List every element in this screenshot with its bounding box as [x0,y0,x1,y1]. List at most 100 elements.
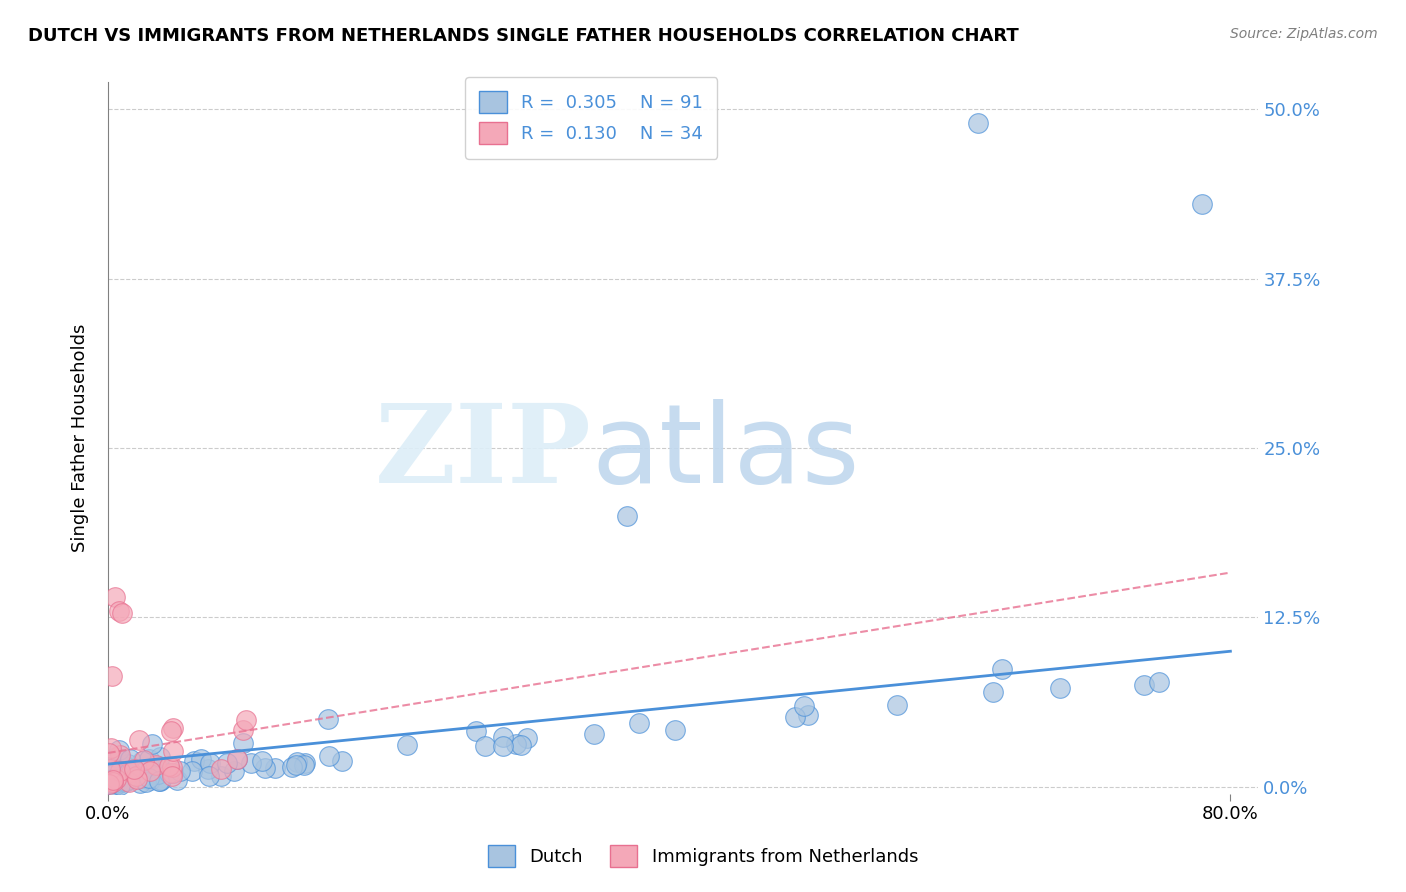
Point [162,765,184,780]
Point [107,771,129,785]
Point [209,762,232,776]
Point [510,739,533,753]
Point [117,760,139,774]
Point [122,766,145,780]
Point [100,741,122,756]
Point [141,737,163,751]
Point [103,779,125,793]
Point [492,731,515,745]
Point [628,716,651,731]
Point [104,776,127,790]
Point [108,775,131,789]
Point [209,768,232,782]
Point [117,763,139,777]
Point [292,757,315,772]
Point [990,662,1012,676]
Point [198,770,221,784]
Point [316,712,339,726]
Point [264,761,287,775]
Point [103,772,125,786]
Point [505,737,527,751]
Point [285,758,308,772]
Point [150,772,173,787]
Text: DUTCH VS IMMIGRANTS FROM NETHERLANDS SINGLE FATHER HOUSEHOLDS CORRELATION CHART: DUTCH VS IMMIGRANTS FROM NETHERLANDS SIN… [28,27,1019,45]
Point [240,756,263,770]
Point [294,756,316,771]
Point [108,764,131,779]
Point [474,739,496,753]
Point [250,754,273,768]
Point [492,739,515,753]
Point [160,769,183,783]
Point [162,721,184,735]
Point [981,685,1004,699]
Point [157,766,180,780]
Point [100,762,122,776]
Point [100,773,122,788]
Point [1133,678,1156,692]
Point [785,710,807,724]
Point [225,752,247,766]
Point [101,772,124,787]
Point [128,776,150,790]
Point [232,723,254,737]
Point [120,764,142,779]
Point [100,776,122,790]
Point [966,116,988,130]
Point [104,590,127,604]
Point [886,698,908,712]
Point [101,669,124,683]
Point [104,772,127,787]
Point [105,750,128,764]
Point [1049,681,1071,695]
Point [198,756,221,770]
Point [125,769,148,783]
Point [183,754,205,768]
Point [114,774,136,789]
Point [129,771,152,785]
Point [134,753,156,767]
Point [224,764,246,778]
Point [232,736,254,750]
Point [166,772,188,787]
Point [159,723,181,738]
Point [107,774,129,789]
Point [148,766,170,780]
Point [148,759,170,773]
Point [1147,675,1170,690]
Point [235,714,257,728]
Point [157,758,180,772]
Point [226,751,249,765]
Point [118,764,141,779]
Point [664,723,686,737]
Point [254,760,277,774]
Point [100,775,122,789]
Point [190,752,212,766]
Point [139,772,162,787]
Point [169,764,191,779]
Point [797,708,820,723]
Point [131,754,153,768]
Point [148,774,170,789]
Point [162,744,184,758]
Point [138,771,160,785]
Point [98,775,121,789]
Point [395,739,418,753]
Legend: R =  0.305    N = 91, R =  0.130    N = 34: R = 0.305 N = 91, R = 0.130 N = 34 [465,77,717,159]
Point [516,731,538,746]
Point [108,772,131,787]
Point [122,762,145,776]
Point [98,777,121,791]
Point [180,764,202,779]
Point [464,724,486,739]
Point [120,752,142,766]
Text: atlas: atlas [591,399,859,506]
Point [98,746,121,760]
Legend: Dutch, Immigrants from Netherlands: Dutch, Immigrants from Netherlands [481,838,925,874]
Point [110,776,132,790]
Text: ZIP: ZIP [374,399,591,506]
Point [215,756,238,770]
Point [101,774,124,789]
Y-axis label: Single Father Households: Single Father Households [72,324,89,552]
Point [160,760,183,774]
